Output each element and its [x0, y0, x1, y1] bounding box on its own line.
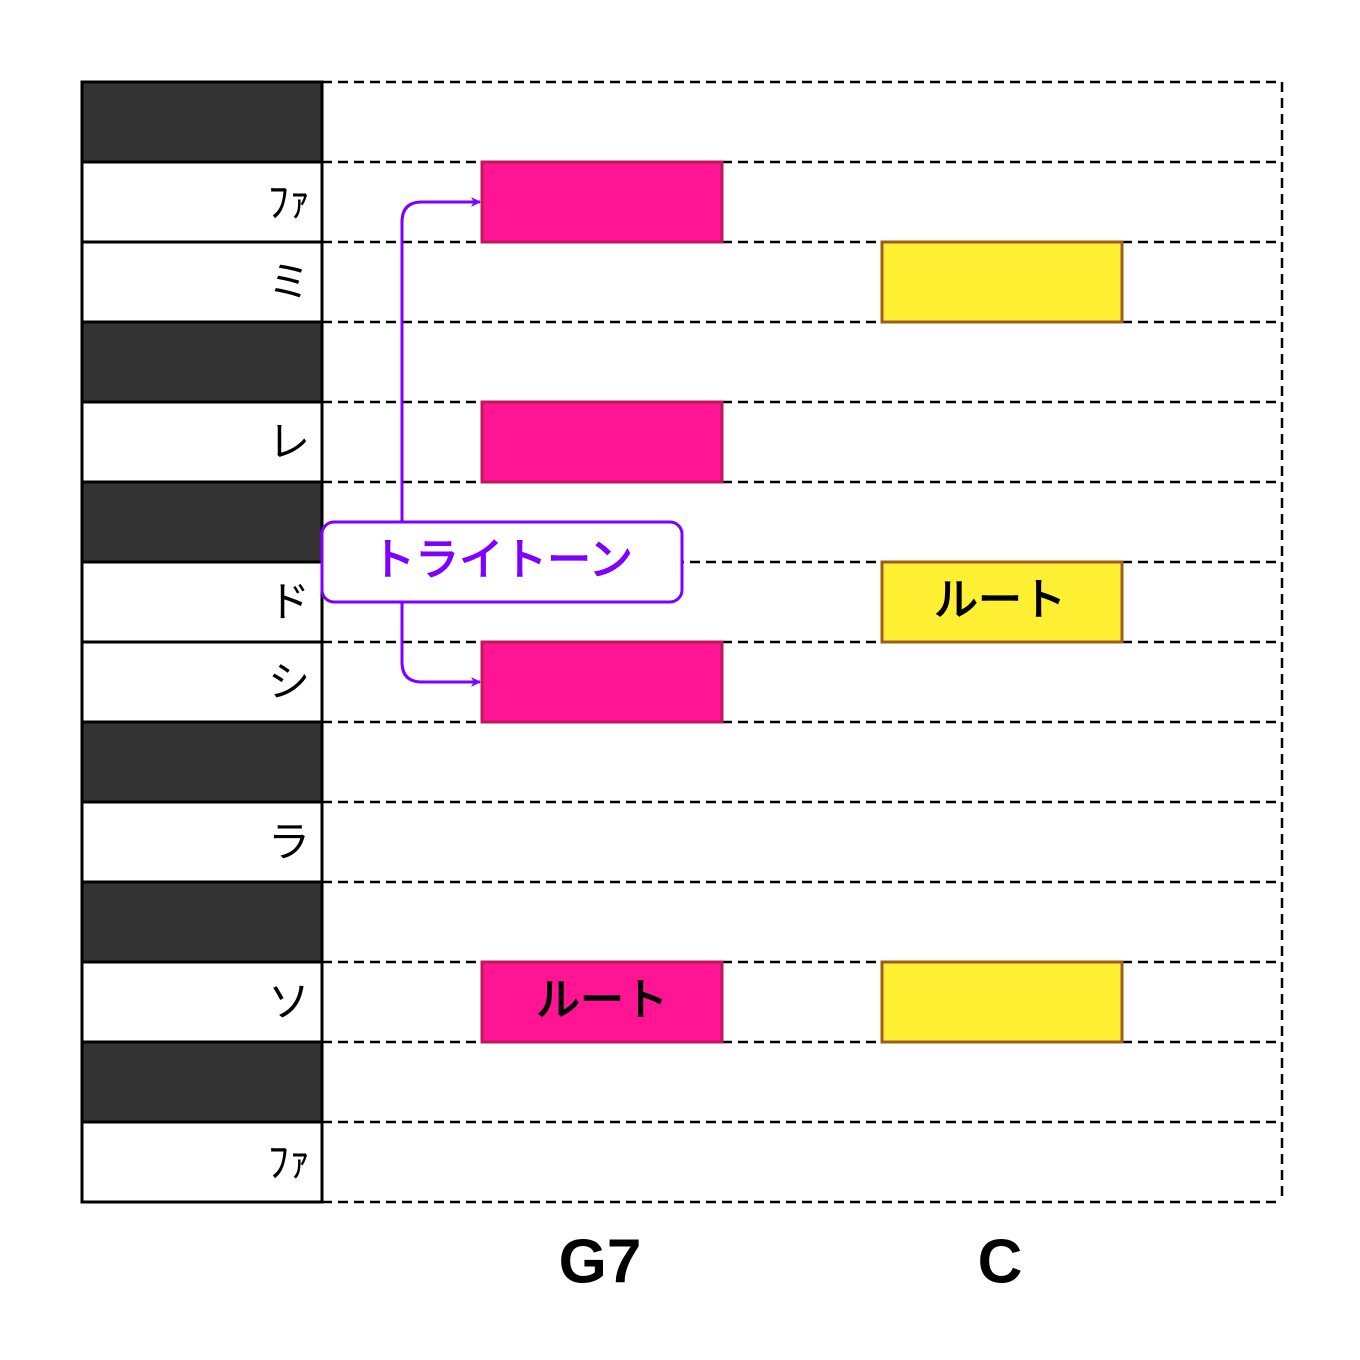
note-label: ルート	[536, 975, 668, 1026]
black-key	[80, 1040, 324, 1124]
key-label: ラ	[268, 818, 310, 867]
key-label: ﾌｧ	[268, 178, 310, 227]
black-key	[80, 320, 324, 404]
white-key	[80, 800, 324, 884]
chord-label: G7	[559, 1228, 642, 1297]
black-key	[80, 880, 324, 964]
key-label: ド	[268, 578, 310, 627]
arrow	[400, 197, 481, 522]
note-block	[480, 960, 724, 1044]
chord-label: C	[978, 1228, 1023, 1297]
key-label: レ	[268, 418, 310, 467]
key-label: シ	[268, 658, 310, 707]
tritone-box	[320, 520, 684, 604]
black-key	[80, 720, 324, 804]
key-label: ﾌｧ	[268, 1138, 310, 1187]
note-label: ルート	[934, 575, 1066, 626]
note-block	[880, 560, 1124, 644]
note-block	[480, 400, 724, 484]
key-label: ミ	[268, 258, 310, 307]
key-label: ソ	[268, 978, 310, 1027]
white-key	[80, 160, 324, 244]
note-block	[880, 960, 1124, 1044]
note-block	[480, 160, 724, 244]
arrow	[400, 602, 481, 687]
tritone-label: トライトーン	[371, 535, 633, 586]
note-block	[480, 640, 724, 724]
grid	[320, 80, 1284, 1204]
white-key	[80, 400, 324, 484]
black-key	[80, 80, 324, 164]
white-key	[80, 1120, 324, 1204]
note-block	[880, 240, 1124, 324]
black-key	[80, 480, 324, 564]
